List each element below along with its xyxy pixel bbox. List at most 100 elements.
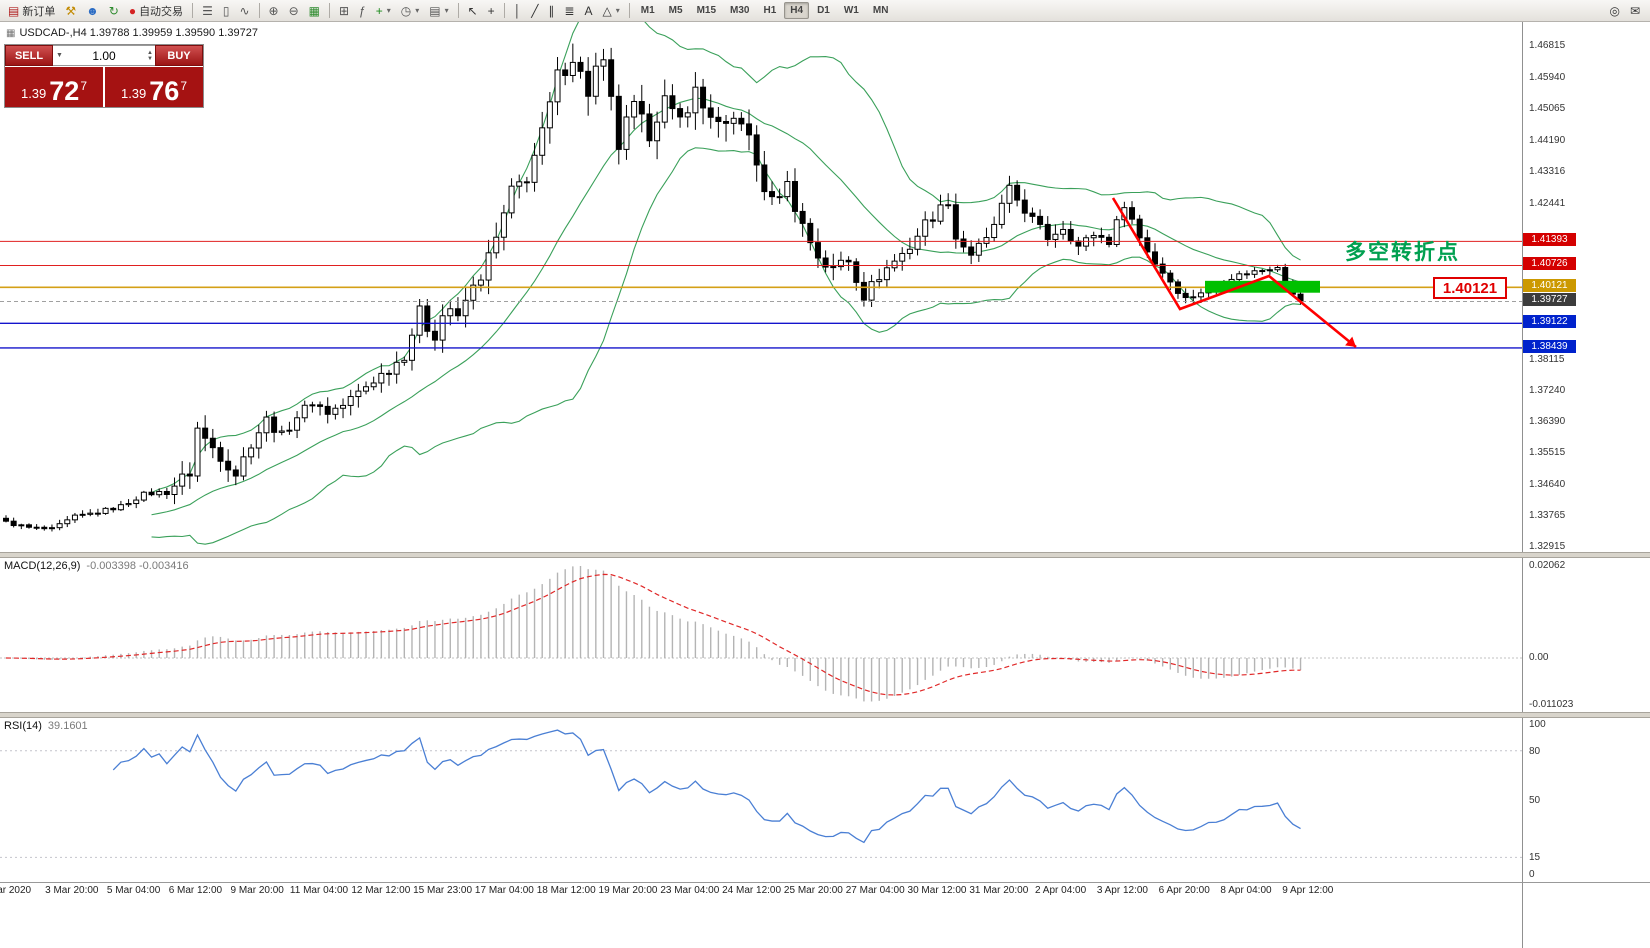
- toolbar-separator: [328, 3, 330, 18]
- rsi-label: RSI(14) 39.1601: [4, 720, 88, 732]
- volume-up-icon[interactable]: ▲: [147, 49, 153, 56]
- axis-label: 1.43316: [1529, 166, 1566, 178]
- timeframe-M1[interactable]: M1: [640, 5, 655, 16]
- vline-tool-icon: │: [513, 3, 522, 18]
- add-indicator-button[interactable]: + ▾: [371, 1, 396, 20]
- toolbar-separator: [192, 3, 194, 18]
- timeframe-toolbar: M1 M5 M15 M30 H1 H4 D1 W1 MN: [634, 0, 896, 21]
- price-badge: 1.39122: [1523, 315, 1576, 329]
- text-tool-icon: A: [584, 3, 593, 18]
- shapes-tool-caret-icon[interactable]: ▾: [615, 6, 620, 15]
- timeframe-H1[interactable]: H1: [763, 5, 777, 16]
- time-label: 6 Apr 20:00: [1158, 885, 1210, 896]
- profile-button[interactable]: ☻: [81, 1, 104, 20]
- toolbar-button-groups: ▤ 新订单 ⚒ ☻ ↻ ● 自动交易 ☰ ▯ ∿ ⊕ ⊖ ▦ ⊞ ƒ + ▾ ◷ ▾ ▤ ▾ ↖ + │ ╱ ∥ ≣ A △ ▾: [3, 0, 625, 21]
- axis-label: 0: [1529, 869, 1535, 880]
- zoom-in-icon: ⊕: [268, 3, 279, 18]
- fibonacci-tool-icon: ≣: [564, 3, 575, 18]
- buy-price-panel[interactable]: 1.39 76 7: [105, 67, 203, 107]
- macd-histogram: [12, 566, 1302, 702]
- volume-down-icon[interactable]: ▼: [147, 55, 153, 62]
- trendline-tool-icon: ╱: [531, 3, 539, 18]
- volume-input[interactable]: ▼ 1.00 ▲ ▼: [53, 45, 155, 66]
- time-label: 18 Mar 12:00: [536, 885, 596, 896]
- price-axis-border: [1522, 22, 1523, 948]
- templates-caret-icon[interactable]: ▾: [444, 6, 449, 15]
- timeframe-M30[interactable]: M30: [730, 5, 750, 16]
- timeframe-H4[interactable]: H4: [784, 2, 810, 19]
- time-label: Mar 2020: [0, 885, 32, 896]
- sell-button[interactable]: SELL: [5, 45, 53, 66]
- sell-price-panel[interactable]: 1.39 72 7: [5, 67, 103, 107]
- axis-label: 80: [1529, 745, 1541, 757]
- arrange-windows-button[interactable]: ⊞: [334, 1, 354, 20]
- autotrading-icon: ●: [128, 3, 137, 18]
- cursor-button[interactable]: ↖: [463, 1, 483, 20]
- time-label: 5 Mar 04:00: [106, 885, 161, 896]
- price-axis[interactable]: 1.46815 1.45940 1.45065 1.44190 1.43316 1.424…: [1522, 0, 1650, 948]
- add-indicator-caret-icon[interactable]: ▾: [386, 6, 391, 15]
- rsi-panel-canvas[interactable]: [0, 718, 1522, 882]
- axis-label: 1.45065: [1529, 103, 1566, 115]
- trendline-tool-button[interactable]: ╱: [526, 1, 543, 20]
- timeframe-M5[interactable]: M5: [668, 5, 683, 16]
- periods-icon: ◷: [400, 3, 412, 18]
- price-chart-canvas[interactable]: [0, 22, 1522, 552]
- search-button[interactable]: ◎: [1604, 1, 1624, 20]
- turning-point-annotation: 多空转折点: [1345, 241, 1460, 264]
- candlestick-chart-button[interactable]: ▯: [218, 1, 235, 20]
- autotrading-button[interactable]: ● 自动交易: [124, 1, 188, 20]
- panel-separator-rsi[interactable]: [0, 712, 1650, 718]
- macd-panel-canvas[interactable]: [0, 558, 1522, 712]
- periods-button[interactable]: ◷ ▾: [396, 1, 425, 20]
- templates-button[interactable]: ▤ ▾: [424, 1, 453, 20]
- sell-price-pips: 72: [49, 76, 80, 107]
- buy-price-pips: 76: [149, 76, 180, 107]
- shapes-tool-button[interactable]: △ ▾: [598, 1, 625, 20]
- periods-caret-icon[interactable]: ▾: [415, 6, 420, 15]
- new-order-button[interactable]: ▤ 新订单: [3, 1, 60, 20]
- refresh-icon: ↻: [108, 3, 119, 18]
- horizontal-lines: [0, 240, 1522, 349]
- vline-tool-button[interactable]: │: [509, 1, 527, 20]
- timeframe-W1[interactable]: W1: [843, 5, 859, 16]
- volume-stepper[interactable]: ▲ ▼: [147, 50, 153, 62]
- text-tool-button[interactable]: A: [579, 1, 597, 20]
- timeframe-M15[interactable]: M15: [696, 5, 717, 16]
- indicators-list-button[interactable]: ƒ: [354, 1, 371, 20]
- time-axis[interactable]: Mar 2020 3 Mar 20:00 5 Mar 04:00 6 Mar 12:0…: [0, 885, 1522, 901]
- zoom-out-button[interactable]: ⊖: [284, 1, 304, 20]
- chat-icon: ✉: [1629, 3, 1640, 18]
- axis-label: 1.34640: [1529, 478, 1566, 490]
- timeframe-D1[interactable]: D1: [817, 5, 830, 16]
- shapes-tool-icon: △: [602, 3, 612, 18]
- price-badge: 1.40121: [1523, 279, 1576, 293]
- bar-chart-button[interactable]: ☰: [197, 1, 218, 20]
- tile-windows-icon: ▦: [308, 3, 320, 18]
- time-label: 30 Mar 12:00: [907, 885, 967, 896]
- volume-dropdown-icon[interactable]: ▼: [56, 52, 63, 59]
- profile-icon: ☻: [86, 3, 99, 18]
- macd-values: -0.003398 -0.003416: [86, 560, 189, 572]
- axis-label: 1.37240: [1529, 385, 1566, 397]
- line-chart-button[interactable]: ∿: [234, 1, 254, 20]
- price-badge: 1.41393: [1523, 233, 1576, 247]
- panel-separator-macd[interactable]: [0, 552, 1650, 558]
- chart-window-icon: ▦: [6, 28, 16, 39]
- axis-label: -0.011023: [1529, 699, 1574, 710]
- fibonacci-tool-button[interactable]: ≣: [559, 1, 579, 20]
- axis-label: 1.32915: [1529, 541, 1566, 552]
- rsi-name: RSI(14): [4, 720, 42, 732]
- zoom-in-button[interactable]: ⊕: [264, 1, 284, 20]
- crosshair-button[interactable]: +: [483, 1, 500, 20]
- timeframe-MN[interactable]: MN: [872, 5, 889, 16]
- buy-button[interactable]: BUY: [155, 45, 203, 66]
- expert-tools-button[interactable]: ⚒: [60, 1, 81, 20]
- refresh-button[interactable]: ↻: [104, 1, 124, 20]
- channel-tool-button[interactable]: ∥: [543, 1, 559, 20]
- templates-icon: ▤: [429, 3, 441, 18]
- cursor-icon: ↖: [467, 3, 478, 18]
- tile-windows-button[interactable]: ▦: [304, 1, 325, 20]
- new-order-icon: ▤: [8, 3, 20, 18]
- chat-button[interactable]: ✉: [1625, 1, 1645, 20]
